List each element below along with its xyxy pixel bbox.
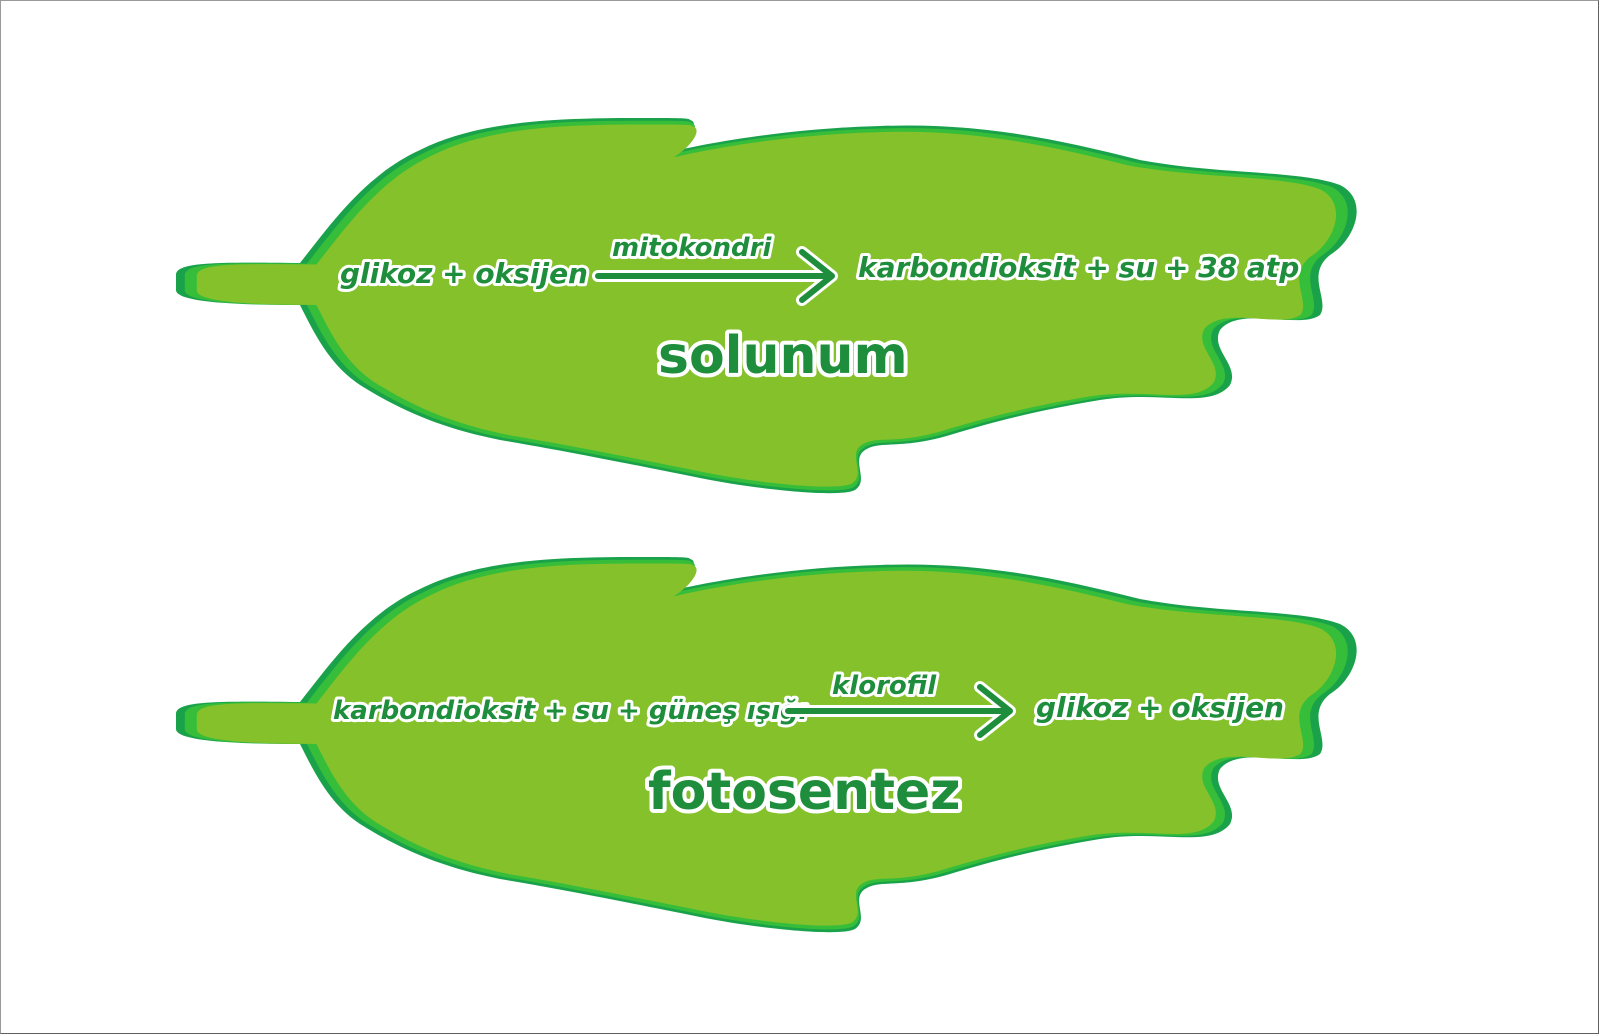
respiration-reactants: glikoz + oksijen (340, 257, 588, 290)
photosynthesis-leaf-fill (196, 563, 1337, 926)
respiration-leaf: glikoz + oksijen mitokondri karbondioksi… (176, 118, 1357, 494)
photosynthesis-leaf: karbondioksit + su + güneş ışığı klorofi… (176, 557, 1357, 933)
photosynthesis-title: fotosentez (648, 762, 961, 822)
respiration-leaf-fill (196, 124, 1337, 487)
photosynthesis-reactants: karbondioksit + su + güneş ışığı (333, 696, 808, 726)
photosynthesis-products: glikoz + oksijen (1036, 691, 1284, 724)
respiration-title: solunum (658, 326, 908, 386)
respiration-products: karbondioksit + su + 38 atp (858, 251, 1299, 284)
respiration-arrow (592, 246, 838, 306)
photosynthesis-catalyst: klorofil (832, 671, 937, 701)
photosynthesis-arrow (782, 681, 1016, 741)
respiration-catalyst: mitokondri (612, 233, 772, 263)
